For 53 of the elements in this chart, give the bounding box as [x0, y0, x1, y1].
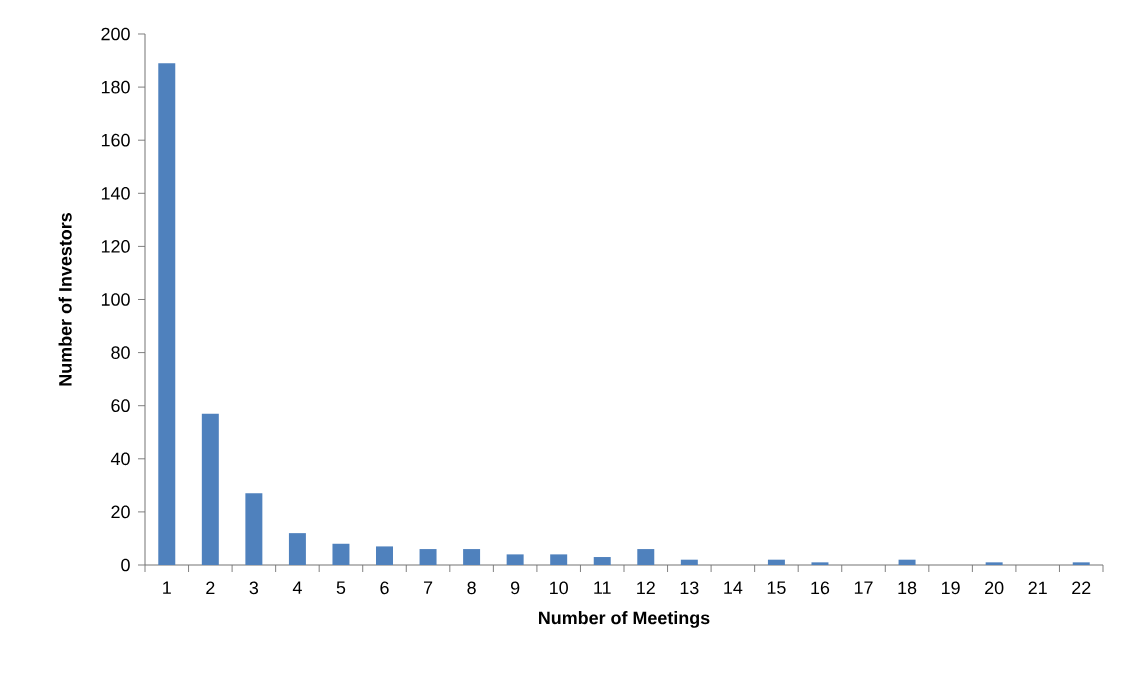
bar — [288, 533, 306, 565]
x-tick-label: 7 — [423, 581, 433, 594]
bar — [985, 562, 1003, 565]
y-tick-label: 180 — [101, 80, 130, 94]
x-tick-label: 13 — [680, 581, 699, 595]
x-tick-label: 19 — [941, 581, 960, 595]
x-tick-label: 1 — [163, 581, 171, 594]
bar — [332, 543, 350, 565]
bar — [593, 557, 611, 565]
bar — [376, 546, 393, 565]
y-tick-label: 0 — [121, 558, 130, 572]
bar — [158, 63, 176, 565]
x-tick-label: 4 — [292, 581, 302, 594]
x-tick-label: 22 — [1072, 581, 1091, 595]
bar — [550, 554, 568, 565]
y-tick-label: 40 — [110, 452, 130, 466]
bar — [811, 562, 829, 565]
bar — [506, 554, 524, 565]
bar — [419, 549, 437, 565]
y-tick-label: 60 — [111, 399, 130, 413]
x-tick-label: 21 — [1028, 581, 1047, 595]
x-tick-label: 17 — [854, 581, 873, 594]
x-tick-label: 18 — [898, 581, 917, 595]
bar — [637, 549, 655, 565]
y-tick-label: 200 — [101, 27, 130, 41]
bar — [245, 493, 263, 565]
x-tick-label: 10 — [550, 581, 568, 595]
x-tick-label: 5 — [336, 581, 346, 595]
bar — [680, 559, 698, 565]
x-tick-label: 15 — [767, 581, 786, 595]
x-tick-label: 8 — [467, 581, 476, 595]
x-axis-title: Number of Meetings — [539, 611, 710, 628]
y-tick-label: 160 — [101, 133, 130, 147]
x-tick-label: 20 — [985, 581, 1004, 595]
x-tick-label: 3 — [249, 581, 259, 595]
bar — [898, 559, 916, 565]
x-tick-label: 16 — [811, 581, 830, 595]
x-tick-label: 6 — [380, 581, 389, 595]
y-tick-label: 120 — [101, 240, 130, 253]
y-axis-title: Number of Investors — [58, 213, 72, 386]
y-tick-label: 100 — [101, 293, 130, 306]
y-tick-label: 140 — [101, 186, 130, 200]
bar — [201, 413, 219, 565]
y-tick-label: 20 — [111, 505, 130, 519]
bar — [463, 549, 481, 565]
x-tick-label: 11 — [594, 581, 611, 594]
x-tick-label: 14 — [724, 581, 743, 594]
y-tick-label: 80 — [111, 346, 130, 359]
bar — [1072, 562, 1090, 565]
x-tick-label: 2 — [206, 581, 215, 595]
bar — [767, 559, 785, 565]
x-tick-label: 9 — [511, 581, 520, 595]
x-tick-label: 12 — [637, 581, 655, 595]
